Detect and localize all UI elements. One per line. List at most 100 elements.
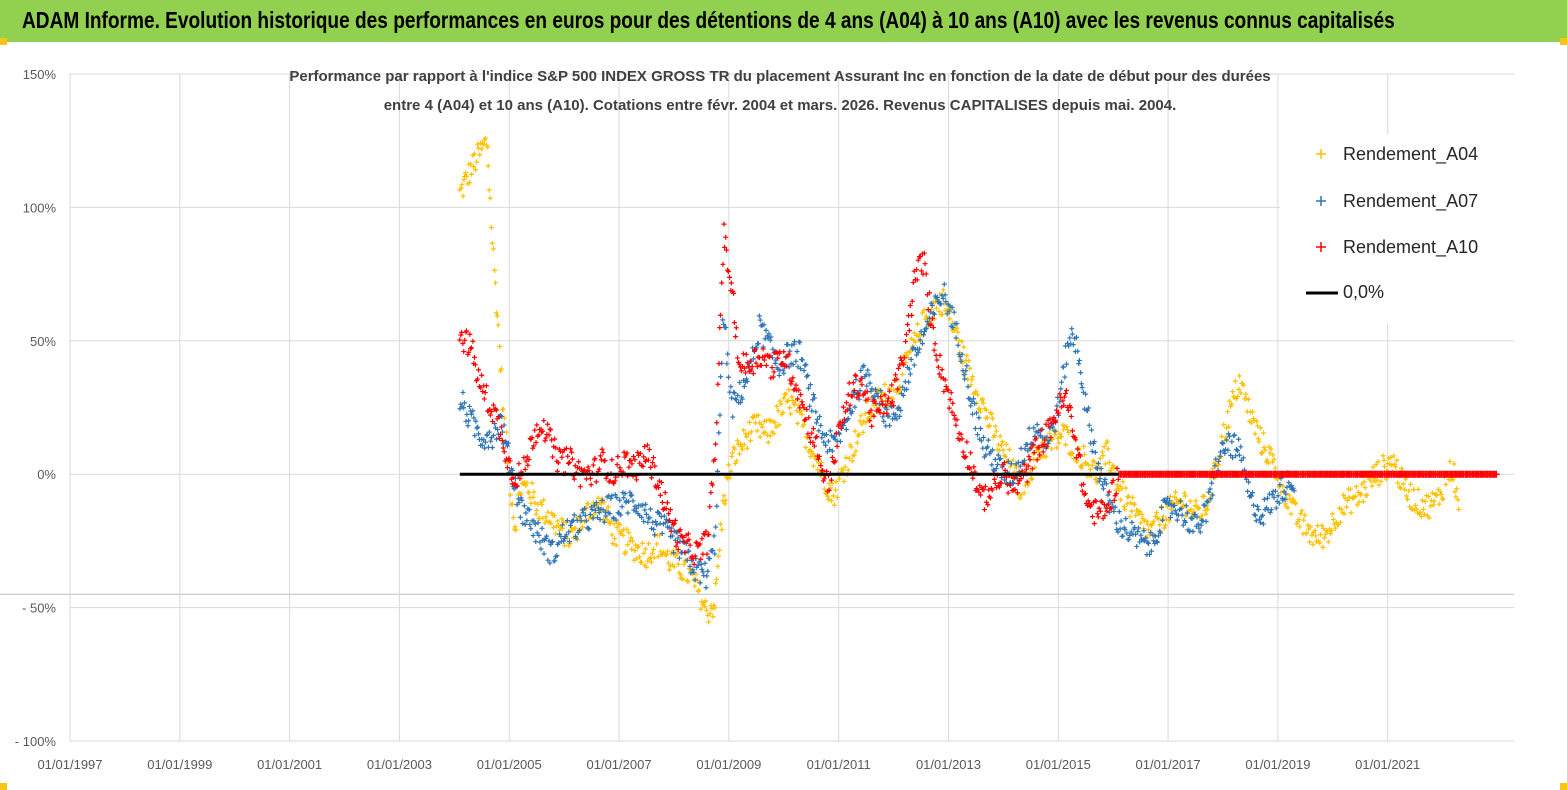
data-point <box>1133 531 1139 537</box>
data-point <box>591 502 597 508</box>
data-point <box>850 380 856 386</box>
x-tick-label: 01/01/2011 <box>807 757 871 772</box>
data-point <box>793 358 799 364</box>
data-point <box>1071 455 1077 461</box>
data-point <box>1160 514 1166 520</box>
data-point <box>1015 481 1021 487</box>
data-point <box>1265 495 1271 501</box>
data-point <box>1093 498 1099 504</box>
data-point <box>1276 500 1282 506</box>
data-point <box>1069 331 1075 337</box>
data-point <box>1096 478 1102 484</box>
data-point <box>1203 518 1209 524</box>
data-point <box>945 387 951 393</box>
data-point <box>1402 486 1408 492</box>
data-point <box>1110 478 1116 484</box>
data-point <box>569 456 575 462</box>
data-point <box>1102 513 1108 519</box>
data-point <box>815 467 821 473</box>
data-point <box>1229 401 1235 407</box>
data-point <box>1021 490 1027 496</box>
data-point <box>468 411 474 417</box>
data-point <box>475 145 481 151</box>
data-point <box>1122 527 1128 533</box>
data-point <box>1073 437 1079 443</box>
data-point <box>797 405 803 411</box>
data-point <box>1209 491 1215 497</box>
data-point <box>862 411 868 417</box>
data-point <box>1113 520 1119 526</box>
data-point <box>505 440 511 446</box>
data-point <box>659 499 665 505</box>
data-point <box>821 439 827 445</box>
data-point <box>472 354 478 360</box>
data-point <box>1078 465 1084 471</box>
data-point <box>723 497 729 503</box>
data-point <box>610 541 616 547</box>
data-point <box>643 501 649 507</box>
data-point <box>550 454 556 460</box>
data-point <box>924 319 930 325</box>
data-point <box>543 514 549 520</box>
data-point <box>845 392 851 398</box>
data-point <box>489 240 495 246</box>
data-point <box>1105 446 1111 452</box>
data-point <box>1081 452 1087 458</box>
data-point <box>475 376 481 382</box>
data-point <box>548 521 554 527</box>
data-point <box>597 517 603 523</box>
data-point <box>961 372 967 378</box>
data-point <box>972 400 978 406</box>
data-point <box>910 280 916 286</box>
data-point <box>883 402 889 408</box>
data-point <box>1141 538 1147 544</box>
data-point <box>1143 535 1149 541</box>
data-point <box>947 397 953 403</box>
data-point <box>717 547 723 553</box>
data-point <box>1427 503 1433 509</box>
data-point <box>580 524 586 530</box>
data-point <box>954 325 960 331</box>
data-point <box>603 513 609 519</box>
data-point <box>899 371 905 377</box>
data-point <box>1318 532 1324 538</box>
data-point <box>603 475 609 481</box>
data-point <box>1305 522 1311 528</box>
data-point <box>833 487 839 493</box>
data-point <box>1203 511 1209 517</box>
data-point <box>1074 457 1080 463</box>
data-point <box>766 331 772 337</box>
data-point <box>1249 493 1254 499</box>
data-point <box>1137 539 1143 545</box>
data-point <box>1380 453 1386 459</box>
data-point <box>894 416 900 422</box>
data-point <box>820 467 826 473</box>
data-point <box>1272 488 1278 494</box>
data-point <box>613 542 619 548</box>
data-point <box>655 482 661 488</box>
data-point <box>769 365 775 371</box>
data-point <box>635 543 641 549</box>
data-point <box>614 495 620 501</box>
data-points <box>457 135 1500 625</box>
data-point <box>674 540 680 546</box>
data-point <box>739 396 745 402</box>
data-point <box>585 464 591 470</box>
data-point <box>1321 535 1327 541</box>
data-point <box>831 502 837 508</box>
data-point <box>1187 498 1193 504</box>
data-point <box>792 339 798 345</box>
data-point <box>787 405 793 411</box>
data-point <box>707 504 713 510</box>
data-point <box>566 543 572 549</box>
data-point <box>744 376 750 382</box>
data-point <box>1408 481 1414 487</box>
data-point <box>1200 494 1206 500</box>
data-point <box>710 547 716 553</box>
data-point <box>564 518 570 524</box>
data-point <box>763 363 769 369</box>
data-point <box>611 481 617 487</box>
data-point <box>737 451 743 457</box>
data-point <box>541 551 547 557</box>
data-point <box>970 374 976 380</box>
